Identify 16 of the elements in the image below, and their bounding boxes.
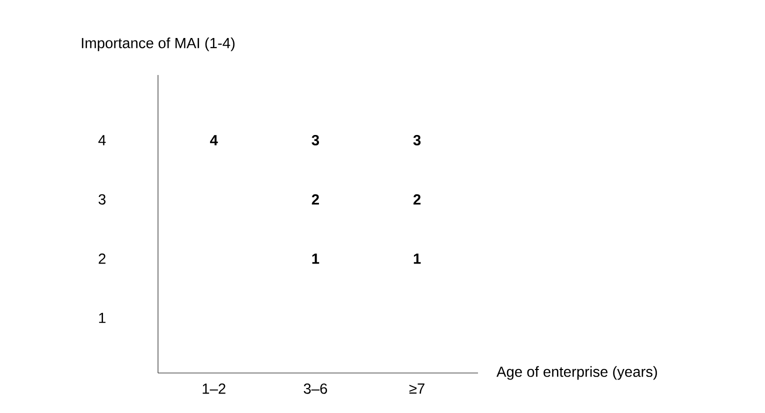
data-label: 3 [312, 134, 320, 146]
x-tick-label: ≥7 [409, 383, 424, 394]
x-axis-title: Age of enterprise (years) [496, 366, 657, 380]
data-label: 1 [312, 254, 320, 264]
data-label: 4 [210, 135, 218, 146]
data-label: 3 [413, 134, 421, 146]
y-tick-label: 2 [98, 254, 106, 264]
y-axis-title: Importance of MAI (1-4) [82, 38, 235, 52]
x-tick-label: 3–6 [304, 383, 328, 394]
y-tick-label: 3 [98, 194, 106, 205]
data-label: 2 [413, 194, 421, 205]
data-label: 2 [312, 194, 319, 205]
x-tick-label: 1–2 [202, 383, 226, 394]
data-label: 1 [414, 254, 421, 264]
y-tick-label: 1 [99, 312, 106, 323]
y-tick-label: 4 [98, 135, 106, 146]
